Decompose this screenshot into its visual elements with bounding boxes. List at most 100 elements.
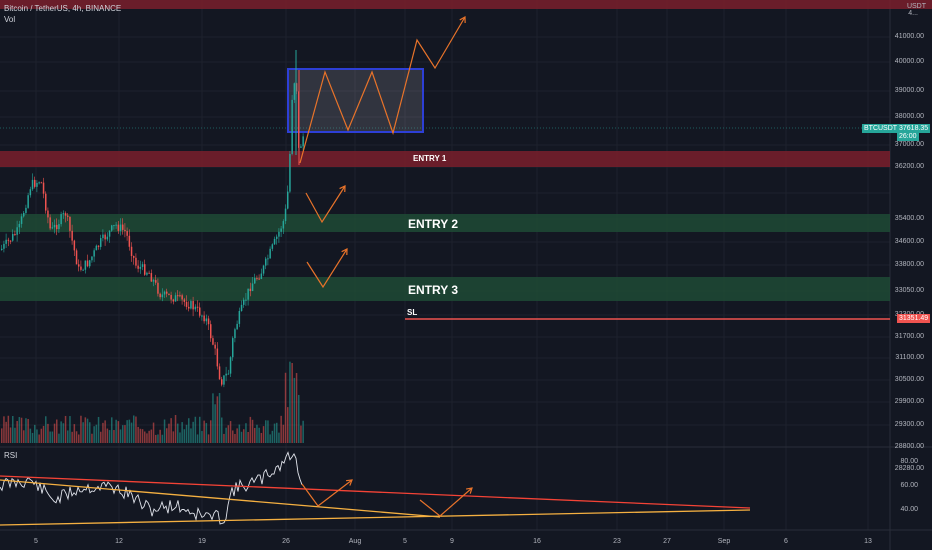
top-resistance-zone [0, 0, 932, 9]
volume-bar [157, 434, 159, 443]
price-axis-tick: 37000.00 [894, 141, 924, 148]
candle-body [280, 228, 282, 232]
candle-body [300, 146, 302, 148]
volume-bar [89, 422, 91, 443]
time-axis-label: 16 [533, 538, 541, 545]
volume-bar [207, 434, 210, 443]
candle-body [128, 235, 131, 247]
volume-bar [174, 415, 177, 443]
time-axis-label: 26 [282, 538, 290, 545]
candle-body [245, 299, 247, 301]
volume-bar [214, 404, 216, 443]
volume-bar [34, 424, 36, 443]
candle-body [78, 264, 80, 267]
candle-body [238, 311, 241, 324]
candle-body [58, 224, 60, 230]
volume-bar [249, 416, 252, 443]
candle-body [227, 373, 230, 375]
candle-body [100, 238, 102, 247]
candle-body [247, 288, 249, 300]
price-axis-tick: 35400.00 [894, 215, 924, 222]
volume-bar [141, 429, 144, 443]
price-axis-tick: 41000.00 [894, 33, 924, 40]
volume-bar [223, 433, 225, 443]
candle-body [254, 278, 256, 284]
candle-body [80, 266, 82, 270]
price-axis-tick: 31700.00 [894, 333, 924, 340]
volume-bar [106, 428, 109, 443]
candle-body [31, 179, 34, 190]
volume-bar [221, 417, 223, 443]
candle-body [236, 323, 238, 330]
candle-body [152, 280, 155, 282]
rsi-axis-tick: 60.00 [900, 482, 918, 489]
volume-bar [49, 431, 51, 443]
volume-bar [161, 434, 164, 443]
volume-bar [181, 422, 183, 443]
volume-bar [172, 431, 175, 443]
candle-body [47, 210, 49, 218]
candle-body [276, 236, 278, 239]
arrow-head [339, 185, 346, 193]
candle-body [45, 193, 47, 211]
volume-bar [251, 419, 254, 443]
volume-bar [84, 417, 87, 443]
arrow-head [465, 487, 473, 494]
volume-bar [144, 431, 146, 443]
entry-2-label: ENTRY 2 [408, 217, 459, 231]
volume-bar [284, 372, 287, 443]
price-axis-tick: 34600.00 [894, 238, 924, 245]
volume-bar [227, 425, 230, 443]
price-axis-tick: 33050.00 [894, 287, 924, 294]
candle-body [289, 153, 291, 192]
volume-bar [124, 425, 126, 443]
candle-body [181, 295, 183, 300]
volume-bar [234, 433, 236, 443]
volume-bar [69, 416, 71, 443]
currency-label[interactable]: USDT [906, 3, 926, 10]
symbol-title[interactable]: Bitcoin / TetherUS, 4h, BINANCE [4, 4, 122, 13]
candle-body [150, 273, 153, 282]
volume-bar [146, 433, 148, 443]
volume-bar [203, 420, 205, 443]
volume-bar [267, 420, 269, 443]
projection-entry2-arrow [305, 185, 346, 224]
price-axis-tick: 28280.00 [894, 465, 924, 472]
candle-body [71, 230, 73, 241]
volume-bar [64, 415, 67, 443]
candle-body [64, 213, 67, 216]
candle-body [91, 256, 93, 261]
volume-bar [128, 419, 131, 443]
candle-body [269, 248, 271, 259]
candle-body [262, 265, 265, 274]
candle-body [67, 215, 69, 217]
symbol-price-tag: BTCUSDT [862, 124, 900, 133]
candle-body [192, 301, 194, 310]
volume-bar [238, 424, 241, 443]
candle-body [130, 246, 133, 257]
projection-entry3-arrow [306, 248, 348, 289]
candle-body [271, 244, 274, 249]
volume-bar [271, 430, 274, 443]
volume-bar [300, 425, 302, 443]
volume-bar [212, 393, 214, 443]
rsi-label: RSI [4, 451, 18, 460]
candle-body [168, 293, 170, 295]
volume-bar [258, 427, 260, 443]
volume-bar [40, 428, 43, 443]
candle-body [62, 213, 65, 215]
candle-body [49, 217, 51, 229]
candle-body [93, 250, 95, 257]
candle-body [190, 301, 192, 309]
volume-bar [1, 428, 3, 443]
consolidation-box [287, 68, 424, 133]
entry-3-label: ENTRY 3 [408, 283, 459, 297]
candle-body [82, 269, 84, 271]
candle-body [232, 338, 234, 358]
candle-body [212, 338, 214, 345]
candle-body [133, 256, 135, 258]
candle-body [3, 243, 5, 249]
price-axis-tick: 30500.00 [894, 376, 924, 383]
volume-bar [148, 430, 150, 443]
